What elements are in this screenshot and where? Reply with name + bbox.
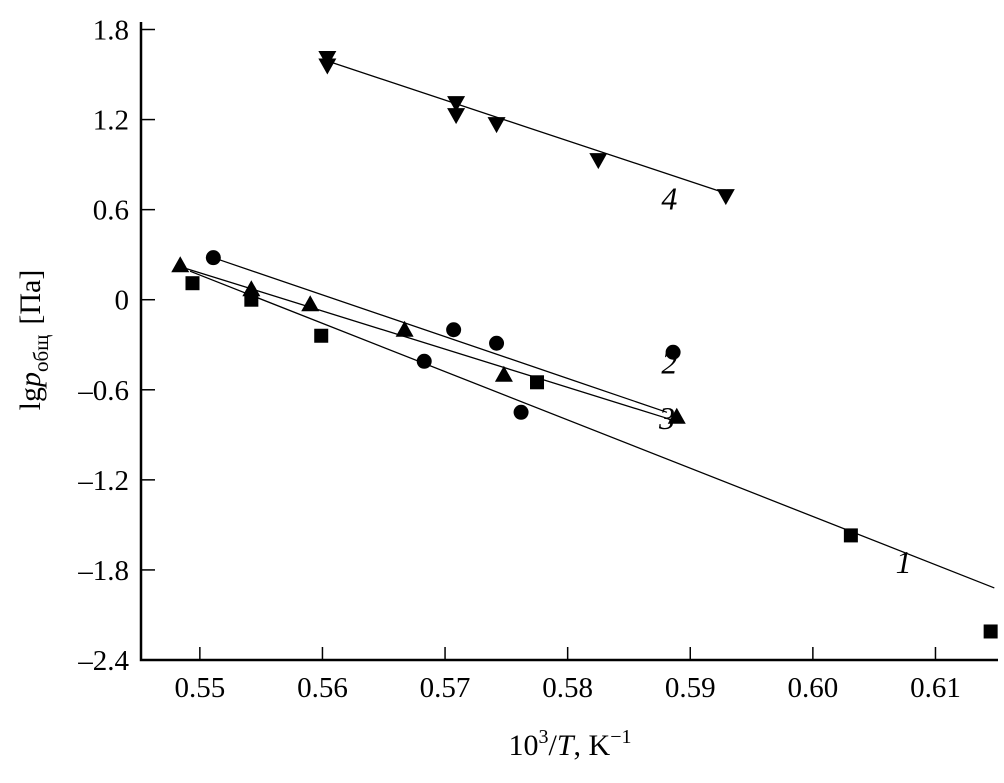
point-series-4 (487, 117, 506, 134)
point-series-2 (205, 250, 221, 266)
x-tick-label: 0.55 (174, 672, 225, 704)
y-tick-label: 0.6 (93, 195, 129, 227)
y-tick-label: –1.8 (77, 555, 129, 587)
y-tick-label: –2.4 (77, 645, 129, 677)
point-series-4 (318, 58, 337, 75)
y-tick-label: –1.2 (77, 465, 129, 497)
fit-line-3 (184, 267, 673, 421)
x-tick-label: 0.60 (787, 672, 838, 704)
point-series-1 (983, 624, 998, 639)
point-series-3 (494, 365, 513, 382)
point-series-4 (716, 189, 735, 206)
point-series-3 (667, 407, 686, 424)
x-tick-label: 0.61 (910, 672, 961, 704)
series-label-1: 1 (896, 544, 912, 580)
point-series-3 (171, 256, 190, 273)
point-series-1 (244, 292, 259, 307)
point-series-1 (843, 528, 858, 543)
series-label-3: 3 (658, 400, 675, 436)
data-points (171, 51, 998, 639)
point-series-2 (446, 322, 462, 338)
point-series-3 (395, 320, 414, 337)
point-series-1 (185, 276, 200, 291)
axis-frame (139, 22, 998, 662)
point-series-2 (416, 353, 432, 369)
series-label-2: 2 (661, 344, 677, 380)
point-series-1 (314, 328, 329, 343)
fit-lines (184, 60, 995, 589)
y-axis-label: lgpобщ[Па] (14, 270, 53, 411)
x-tick-label: 0.59 (665, 672, 716, 704)
point-series-2 (665, 344, 681, 360)
point-series-2 (513, 404, 529, 420)
y-tick-label: 0 (115, 285, 130, 317)
point-series-3 (242, 280, 261, 297)
point-series-4 (447, 96, 466, 113)
point-series-3 (301, 295, 320, 312)
fit-line-1 (189, 270, 995, 589)
series-labels: 1 2 3 4 (658, 181, 912, 580)
point-series-4 (589, 153, 608, 170)
point-series-2 (489, 335, 505, 351)
x-axis-label: 103/T, K−1 (509, 726, 632, 762)
y-tick-label: 1.8 (93, 15, 129, 47)
x-tick-label: 0.56 (297, 672, 348, 704)
y-tick-label: 1.2 (93, 105, 129, 137)
fit-line-2 (213, 257, 668, 413)
point-series-1 (530, 375, 545, 390)
point-series-4 (447, 108, 466, 125)
fit-line-4 (327, 60, 722, 193)
series-label-4: 4 (661, 181, 677, 217)
x-tick-label: 0.57 (420, 672, 471, 704)
x-tick-label: 0.58 (542, 672, 593, 704)
axes: 0.55 0.56 0.57 0.58 0.59 0.60 0.611.81.20.60–0… (77, 15, 998, 704)
y-tick-label: –0.6 (77, 375, 129, 407)
